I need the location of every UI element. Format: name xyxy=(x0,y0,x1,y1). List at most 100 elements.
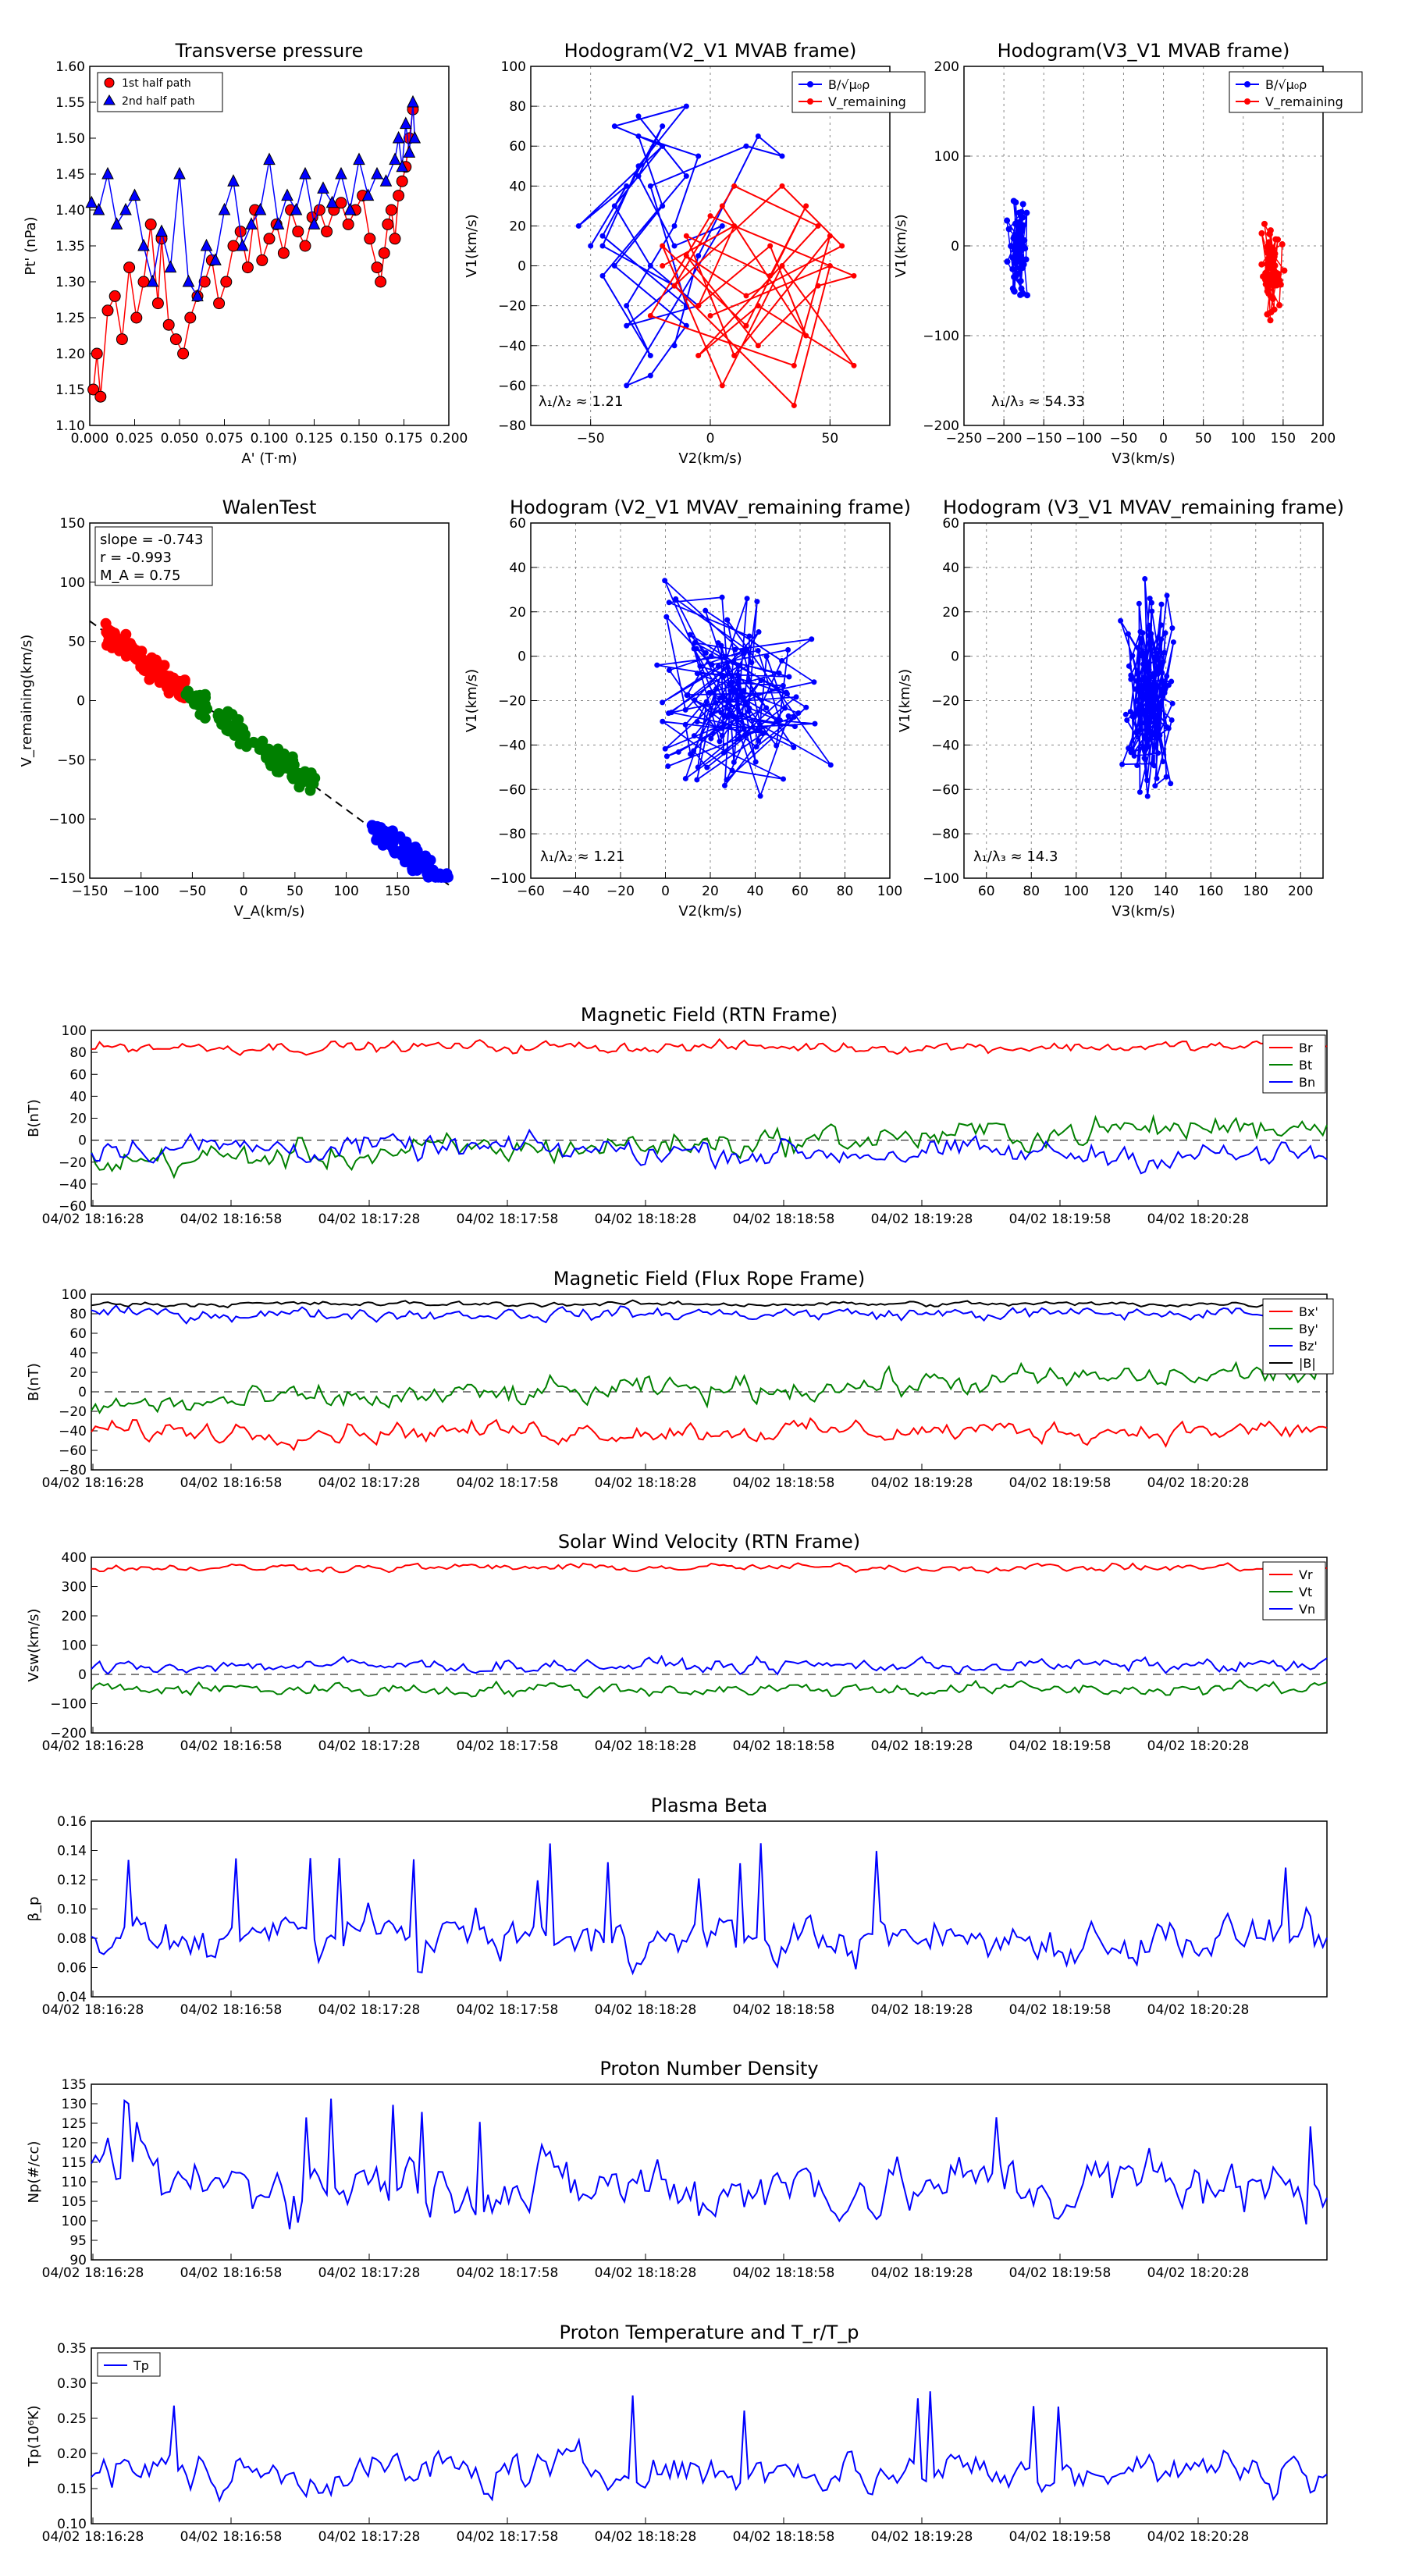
ytick-label: 0.10 xyxy=(57,2517,87,2532)
xtick-label: 0 xyxy=(240,884,248,899)
hodo-b-v3-legend-marker xyxy=(1244,81,1250,87)
ytick-label: 135 xyxy=(62,2077,87,2093)
pressure-point xyxy=(408,130,422,144)
hodo-v-v3-panel-point xyxy=(1151,654,1158,660)
hodo-v-v2-panel-point xyxy=(809,636,815,642)
hodo-v-v3-panel-point xyxy=(1144,742,1150,749)
mag-rtn-panel-frame xyxy=(91,1030,1328,1207)
hodo-v-v2-panel-frame xyxy=(530,522,891,879)
walen-point xyxy=(265,760,277,771)
hodo-b-v3-point xyxy=(1268,258,1275,265)
hodo-v-v3-panel-point xyxy=(1170,639,1176,646)
pressure-legend-box xyxy=(97,72,223,112)
pressure-point xyxy=(119,202,132,215)
hodo-b-v2-panel-xlabel: V2(km/s) xyxy=(678,450,742,467)
pressure-point xyxy=(144,218,157,230)
vsw-panel-Vr-line xyxy=(91,1562,1328,1574)
density-panel-ylabel: Np(#/cc) xyxy=(26,2141,42,2204)
hodo-b-v2-point xyxy=(660,243,666,249)
hodo-b-v2-panel-ylabel: V1(km/s) xyxy=(464,214,480,277)
ytick-label: 40 xyxy=(509,560,526,576)
time-tick-label: 04/02 18:19:28 xyxy=(871,2529,973,2545)
hodo-v-v3-panel-ratio: λ₁/λ₃ ≈ 14.3 xyxy=(973,849,1058,865)
hodo-b-v2-panel-frame xyxy=(530,66,891,426)
hodo-v-v3-panel-point xyxy=(1129,653,1136,659)
hodo-b-v2-point xyxy=(695,153,702,159)
hodo-b-v2-point xyxy=(731,183,738,189)
mag-fr-panel-frame xyxy=(91,1293,1328,1471)
hodo-b-v2-point xyxy=(671,343,678,349)
walen-stat: r = -0.993 xyxy=(100,550,172,566)
hodo-b-v3-point xyxy=(1014,233,1021,240)
hodo-v-v3-panel-point xyxy=(1162,630,1168,636)
walen-point xyxy=(402,850,414,862)
hodo-v-v3-panel-point xyxy=(1153,725,1159,731)
pressure-point xyxy=(85,195,98,208)
beta-panel: Plasma Beta 0.04 0.06 0.08 0.10 0.12 0.14 0.16 β… xyxy=(26,1795,1328,2018)
hodo-v-v3-panel-point xyxy=(1149,760,1155,767)
hodo-b-v2-point xyxy=(755,303,761,309)
hodo-v-v2-panel-point xyxy=(708,653,714,659)
hodo-v-v2-panel-point xyxy=(706,690,713,696)
ytick-label: 20 xyxy=(509,605,526,621)
time-tick-label: 04/02 18:17:58 xyxy=(457,2265,559,2281)
hodo-b-v2-point xyxy=(743,322,749,329)
hodo-b-v2-point xyxy=(719,222,725,229)
xtick-label: 0.100 xyxy=(251,431,289,447)
xtick-label: 100 xyxy=(333,884,358,899)
hodo-v-v2-panel-point xyxy=(723,653,729,660)
walen-point xyxy=(306,778,318,790)
xtick-label: −150 xyxy=(1026,431,1062,447)
hodo-v-v2-panel-point xyxy=(708,712,714,718)
ytick-label: −200 xyxy=(923,418,959,434)
hodo-b-v2-point xyxy=(671,283,678,289)
hodo-b-v3-point xyxy=(1265,290,1272,297)
hodo-b-v2-point xyxy=(803,333,809,339)
pressure-panel-ylabel: Pt' (nPa) xyxy=(23,216,39,275)
density-panel-frame xyxy=(91,2083,1328,2261)
pressure-legend-marker xyxy=(103,94,116,105)
hodo-v-v2-panel-point xyxy=(812,720,818,727)
ytick-label: 0 xyxy=(78,1667,87,1683)
hodo-b-v2-point xyxy=(683,233,689,239)
hodo-v-v3-panel-point xyxy=(1122,711,1129,717)
hodo-v-v2-panel-point xyxy=(724,777,730,783)
pressure-point xyxy=(101,304,114,317)
hodo-v-v3-panel-frame xyxy=(963,522,1324,879)
hodo-v-v3-panel-point xyxy=(1155,750,1161,756)
pressure-point xyxy=(299,240,311,252)
ytick-label: 100 xyxy=(501,59,526,75)
hodo-b-v2-point xyxy=(755,343,761,349)
hodo-v-v2-panel-point xyxy=(743,700,749,706)
xtick-label: 40 xyxy=(747,884,764,899)
walen-point xyxy=(168,672,180,684)
pressure-point xyxy=(371,166,383,180)
hodo-v-v3-panel-point xyxy=(1142,575,1148,582)
hodo-v-v2-panel-point xyxy=(785,713,791,719)
ytick-label: 100 xyxy=(62,1287,87,1303)
xtick-label: 0.125 xyxy=(295,431,333,447)
time-tick-label: 04/02 18:17:28 xyxy=(318,1212,421,1227)
ytick-label: 1.60 xyxy=(55,59,85,75)
hodo-v-v3-panel-ylabel: V1(km/s) xyxy=(897,669,913,732)
walen-panel-ylabel: V_remaining(km/s) xyxy=(19,635,35,767)
hodo-b-v3-legend-label: V_remaining xyxy=(1265,94,1343,110)
hodo-v-v2-panel-point xyxy=(784,691,790,697)
pressure-point xyxy=(378,247,390,259)
xtick-label: −20 xyxy=(606,884,635,899)
hodo-b-v2-point xyxy=(599,233,606,239)
hodo-b-v2-point xyxy=(611,123,617,130)
hodo-v-v3-panel-point xyxy=(1154,650,1161,656)
hodo-v-v2-panel-point xyxy=(719,733,725,739)
ytick-label: −80 xyxy=(498,418,526,434)
hodo-v-v2-panel-title: Hodogram (V2_V1 MVAV_remaining frame) xyxy=(510,496,911,518)
hodo-b-v3-point xyxy=(1011,288,1018,295)
hodo-b-v2-legend: B/√μ₀ρ V_remaining xyxy=(791,71,926,113)
hodo-v-v2-panel-point xyxy=(694,671,700,677)
time-tick-label: 04/02 18:19:28 xyxy=(871,1738,973,1754)
pressure-point xyxy=(364,233,376,245)
ytick-label: 40 xyxy=(69,1346,87,1361)
hodo-v-v3-panel-point xyxy=(1157,701,1163,707)
hodo-v-v3-panel-point xyxy=(1159,670,1165,676)
hodo-v-v3-panel-point xyxy=(1158,601,1165,607)
